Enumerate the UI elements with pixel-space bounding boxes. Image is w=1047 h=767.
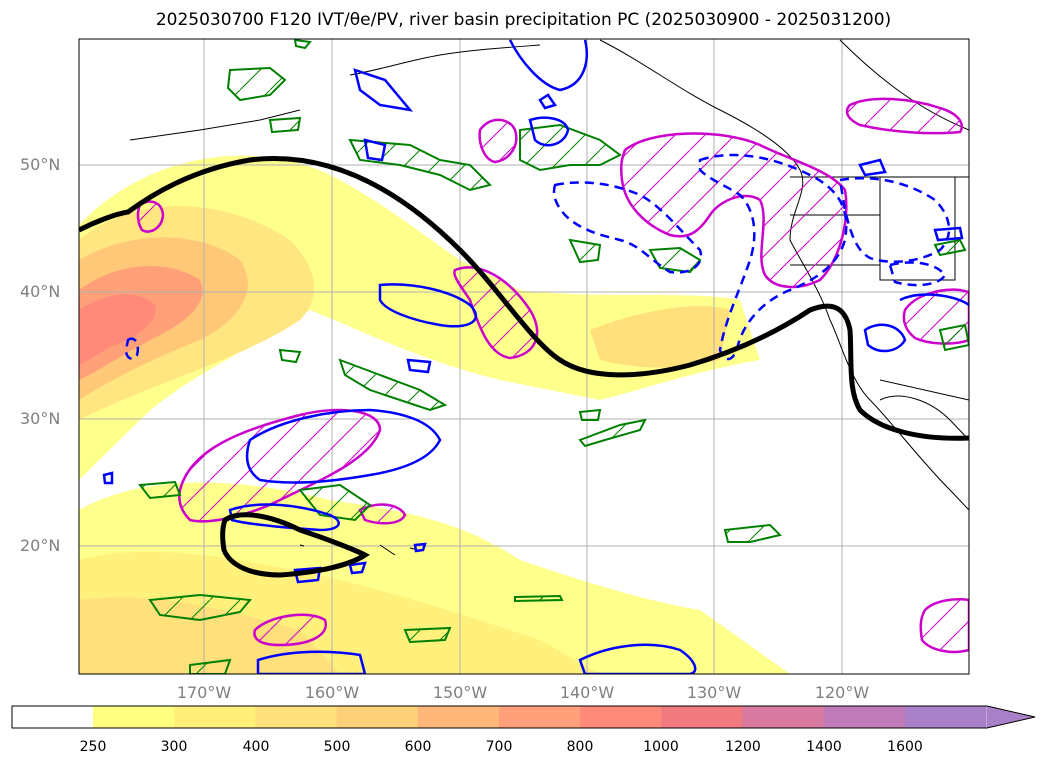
colorbar-segment [905, 706, 987, 728]
colorbar-segment [336, 706, 419, 728]
theta-e-contours [79, 156, 969, 578]
colorbar-segment [580, 706, 662, 728]
colorbar-segment [93, 706, 175, 728]
colorbar-tick: 300 [160, 739, 188, 755]
colorbar-segment [742, 706, 825, 728]
lat-label-50n: 50°N [20, 155, 61, 174]
colorbar-tick: 250 [79, 739, 107, 755]
lat-label-20n: 20°N [20, 536, 61, 555]
colorbar-tick: 700 [485, 739, 513, 755]
colorbar-segment [661, 706, 744, 728]
colorbar-under-segment [12, 706, 93, 728]
colorbar-tick: 1400 [806, 739, 842, 755]
pv-contours-solid [102, 39, 969, 674]
map-border [78, 38, 970, 675]
precip-pc-regions [136, 97, 969, 654]
colorbar-segment [417, 706, 500, 728]
colorbar-segment [174, 706, 256, 728]
colorbar-tick: 1200 [725, 739, 761, 755]
colorbar-tick: 800 [566, 739, 594, 755]
lon-label-160w: 160°W [304, 683, 360, 702]
lon-label-130w: 130°W [686, 683, 742, 702]
colorbar-tick: 600 [404, 739, 432, 755]
green-contours [138, 39, 969, 674]
colorbar-outline [11, 705, 1036, 729]
lon-label-170w: 170°W [176, 683, 232, 702]
chart-title: 2025030700 F120 IVT/θe/PV, river basin p… [155, 10, 892, 30]
colorbar-segment [499, 706, 581, 728]
colorbar-tick: 500 [323, 739, 351, 755]
colorbar-tick: 1000 [643, 739, 679, 755]
lat-label-30n: 30°N [20, 409, 61, 428]
colorbar-extend-arrow [987, 706, 1035, 728]
colorbar-segment [823, 706, 906, 728]
lon-label-150w: 150°W [432, 683, 488, 702]
lon-label-140w: 140°W [559, 683, 615, 702]
pv-contours-dashed [124, 153, 951, 361]
lat-label-40n: 40°N [20, 282, 61, 301]
colorbar-tick: 1600 [887, 739, 923, 755]
lon-label-120w: 120°W [814, 683, 870, 702]
colorbar-segment [255, 706, 338, 728]
ivt-shading [79, 155, 790, 674]
colorbar [12, 706, 1035, 728]
colorbar-tick: 400 [242, 739, 270, 755]
